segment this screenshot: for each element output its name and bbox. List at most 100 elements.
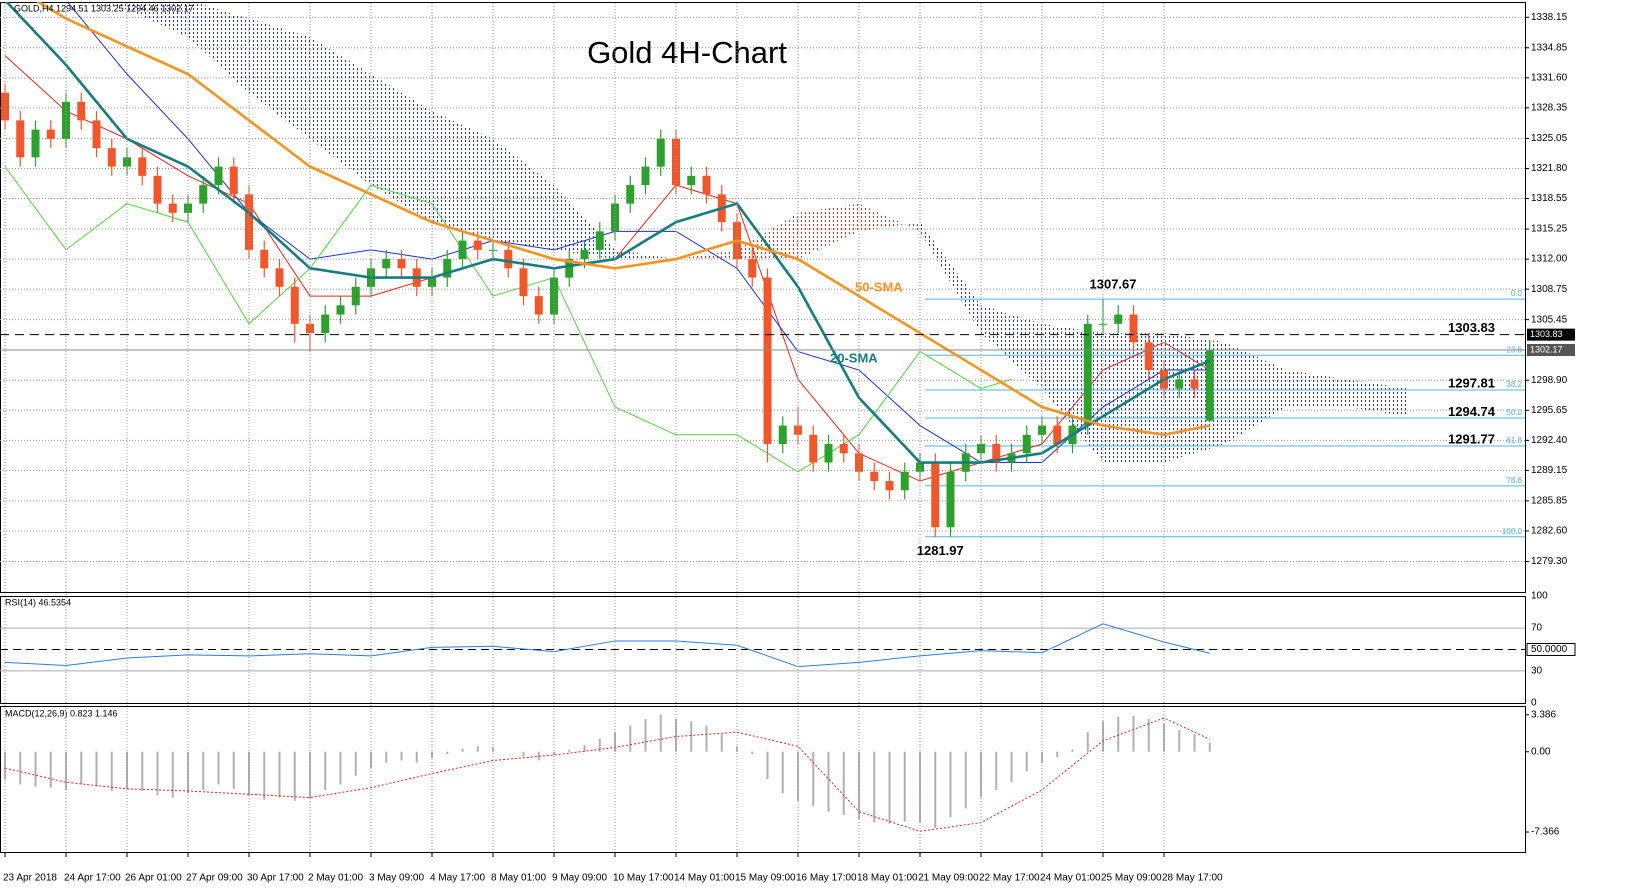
- macd-bar: [34, 751, 37, 787]
- y-tick-label: 1295.65: [1531, 405, 1568, 416]
- candle-body: [504, 249, 513, 269]
- x-tick-label: 9 May 09:00: [552, 873, 607, 884]
- ichimoku-cloud: [798, 203, 859, 260]
- macd-bar: [964, 751, 967, 809]
- macd-bar: [49, 751, 52, 788]
- y-tick-label: 0.00: [1531, 746, 1551, 757]
- macd-bar: [644, 719, 647, 752]
- macd-bar: [217, 751, 220, 785]
- macd-bar: [431, 751, 433, 759]
- candle-body: [123, 157, 131, 167]
- macd-bar: [476, 746, 479, 752]
- fib-label: 100.0: [1502, 527, 1523, 536]
- macd-bar: [1102, 721, 1104, 752]
- macd-bar: [1117, 716, 1120, 752]
- macd-bar: [126, 751, 128, 789]
- candle-body: [641, 166, 650, 186]
- x-tick-label: 25 May 09:00: [1101, 873, 1162, 884]
- candle-body: [916, 462, 924, 472]
- macd-bar: [461, 748, 464, 752]
- x-tick-label: 27 Apr 09:00: [186, 873, 243, 884]
- candle-body: [885, 481, 894, 491]
- y-tick-label: 30: [1531, 666, 1543, 677]
- macd-bar: [19, 751, 22, 785]
- x-tick-label: 14 May 01:00: [674, 873, 735, 884]
- macd-bar: [690, 721, 693, 752]
- candle-body: [168, 203, 177, 213]
- macd-bar: [248, 751, 250, 796]
- ichimoku-cloud: [371, 74, 432, 223]
- x-tick-label: 23 Apr 2018: [3, 873, 57, 884]
- candle-body: [763, 277, 772, 445]
- y-tick-label: 1318.55: [1531, 193, 1568, 204]
- macd-bar: [385, 751, 388, 763]
- candle-body: [550, 277, 558, 315]
- candle-body: [565, 259, 574, 278]
- macd-bar: [65, 751, 67, 790]
- macd-bar: [705, 725, 708, 752]
- candle-body: [672, 138, 680, 186]
- ichimoku-cloud: [493, 138, 554, 250]
- x-tick-label: 24 May 01:00: [1040, 873, 1101, 884]
- candle-body: [580, 249, 589, 260]
- macd-bar: [1010, 751, 1013, 783]
- candle-body: [153, 175, 162, 204]
- ichimoku-cloud: [127, 2, 188, 38]
- candle-body: [184, 203, 192, 213]
- macd-bar: [1208, 742, 1211, 752]
- candle-body: [1190, 379, 1199, 389]
- macd-bar: [858, 751, 860, 820]
- candle-body: [626, 185, 635, 204]
- candle-body: [260, 249, 269, 269]
- macd-bar: [736, 746, 738, 752]
- y-tick-label: 1292.40: [1531, 435, 1568, 446]
- ichimoku-cloud: [920, 222, 981, 334]
- macd-bar: [720, 734, 723, 752]
- ichimoku-cloud: [249, 18, 310, 139]
- macd-bar: [873, 751, 876, 823]
- macd-title: MACD(12,26,9) 0.823 1.146: [5, 708, 118, 718]
- macd-bar: [934, 751, 937, 829]
- macd-bar: [1132, 715, 1135, 752]
- macd-bar: [1056, 751, 1059, 758]
- macd-bar: [949, 751, 952, 818]
- y-tick-label: 1298.90: [1531, 375, 1568, 386]
- candle-body: [839, 444, 848, 454]
- high-annotation: 1307.67: [1090, 277, 1137, 292]
- x-tick-label: 2 May 01:00: [308, 873, 363, 884]
- candle-body: [870, 471, 879, 482]
- ichimoku-cloud: [615, 249, 676, 260]
- macd-bar: [842, 751, 845, 815]
- candle-body: [748, 259, 757, 278]
- macd-bar: [1163, 723, 1165, 752]
- ichimoku-cloud: [78, 2, 127, 10]
- candle-body: [199, 185, 208, 204]
- y-tick-label: -7.366: [1531, 827, 1560, 838]
- candle-body: [138, 157, 147, 176]
- price-box-label: 1303.83: [1530, 329, 1563, 339]
- candle-body: [1144, 342, 1153, 371]
- signal-line: [4, 717, 1210, 832]
- header: GOLD,H4 1294.51 1303.25 1294.46 1302.17: [14, 3, 194, 13]
- x-tick-label: 22 May 17:00: [979, 873, 1040, 884]
- candle-body: [519, 268, 528, 297]
- macd-bar: [202, 751, 205, 790]
- rsi-title: RSI(14) 46.5354: [5, 597, 71, 607]
- macd-bar: [492, 747, 494, 752]
- y-tick-label: 1279.30: [1531, 556, 1568, 567]
- candle-body: [214, 166, 223, 186]
- candle-body: [656, 138, 665, 167]
- x-tick-label: 15 May 09:00: [735, 873, 796, 884]
- candle-body: [306, 323, 314, 334]
- y-tick-label: 1285.85: [1531, 496, 1568, 507]
- candle-body: [31, 129, 40, 158]
- price-box-label: 1302.17: [1530, 344, 1563, 354]
- y-tick-label: 1334.85: [1531, 42, 1568, 53]
- x-tick-label: 30 Apr 17:00: [247, 873, 304, 884]
- fib-label: 78.6: [1506, 476, 1522, 485]
- macd-bar: [903, 751, 906, 822]
- candle-body: [1175, 379, 1184, 389]
- candle-body: [611, 203, 619, 232]
- y-tick-label: 1338.15: [1531, 12, 1568, 23]
- candle-body: [931, 462, 940, 528]
